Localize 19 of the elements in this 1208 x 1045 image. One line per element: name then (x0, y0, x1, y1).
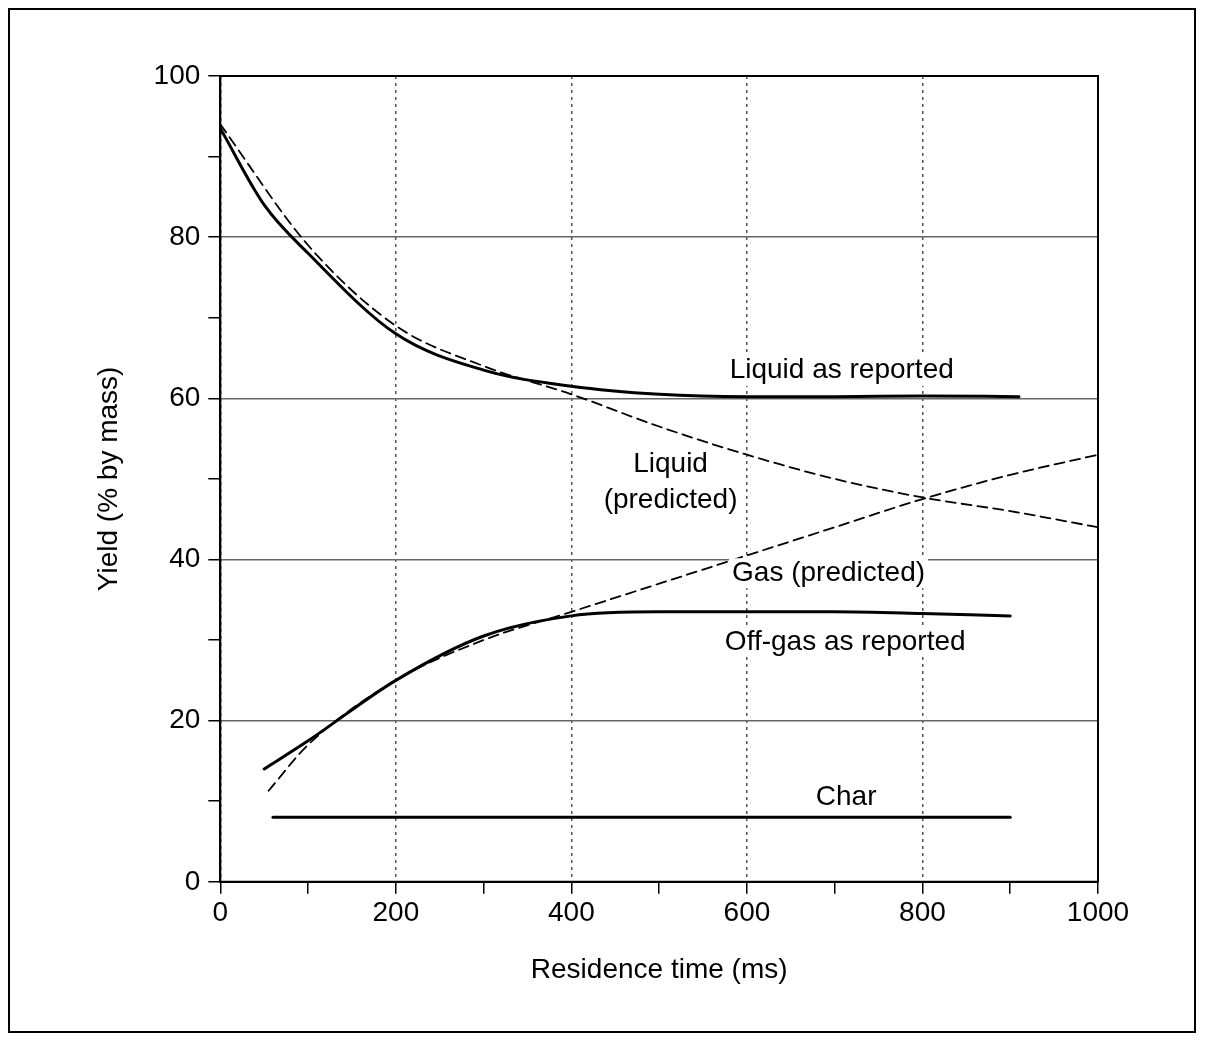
series-label: Gas (predicted) (732, 555, 926, 587)
x-axis-title: Residence time (ms) (530, 952, 788, 984)
x-tick-label: 600 (723, 896, 771, 928)
x-tick-label: 800 (899, 896, 946, 928)
y-axis-title: Yield (% by mass) (91, 366, 123, 592)
y-tick-label: 80 (169, 219, 201, 251)
y-tick-label: 0 (184, 864, 201, 896)
x-tick-label: 1000 (1066, 896, 1130, 928)
series-label: Liquid as reported (729, 353, 954, 385)
y-tick-label: 20 (169, 703, 201, 735)
y-tick-label: 40 (169, 542, 201, 574)
series-label: Off-gas as reported (724, 624, 966, 656)
y-tick-label: 60 (169, 381, 201, 413)
series-label: Liquid (predicted) (603, 446, 738, 514)
x-tick-label: 200 (372, 896, 420, 928)
x-tick-label: 0 (212, 896, 229, 928)
x-tick-label: 400 (548, 896, 595, 928)
y-tick-label: 100 (153, 58, 201, 90)
series-label: Char (815, 780, 877, 812)
